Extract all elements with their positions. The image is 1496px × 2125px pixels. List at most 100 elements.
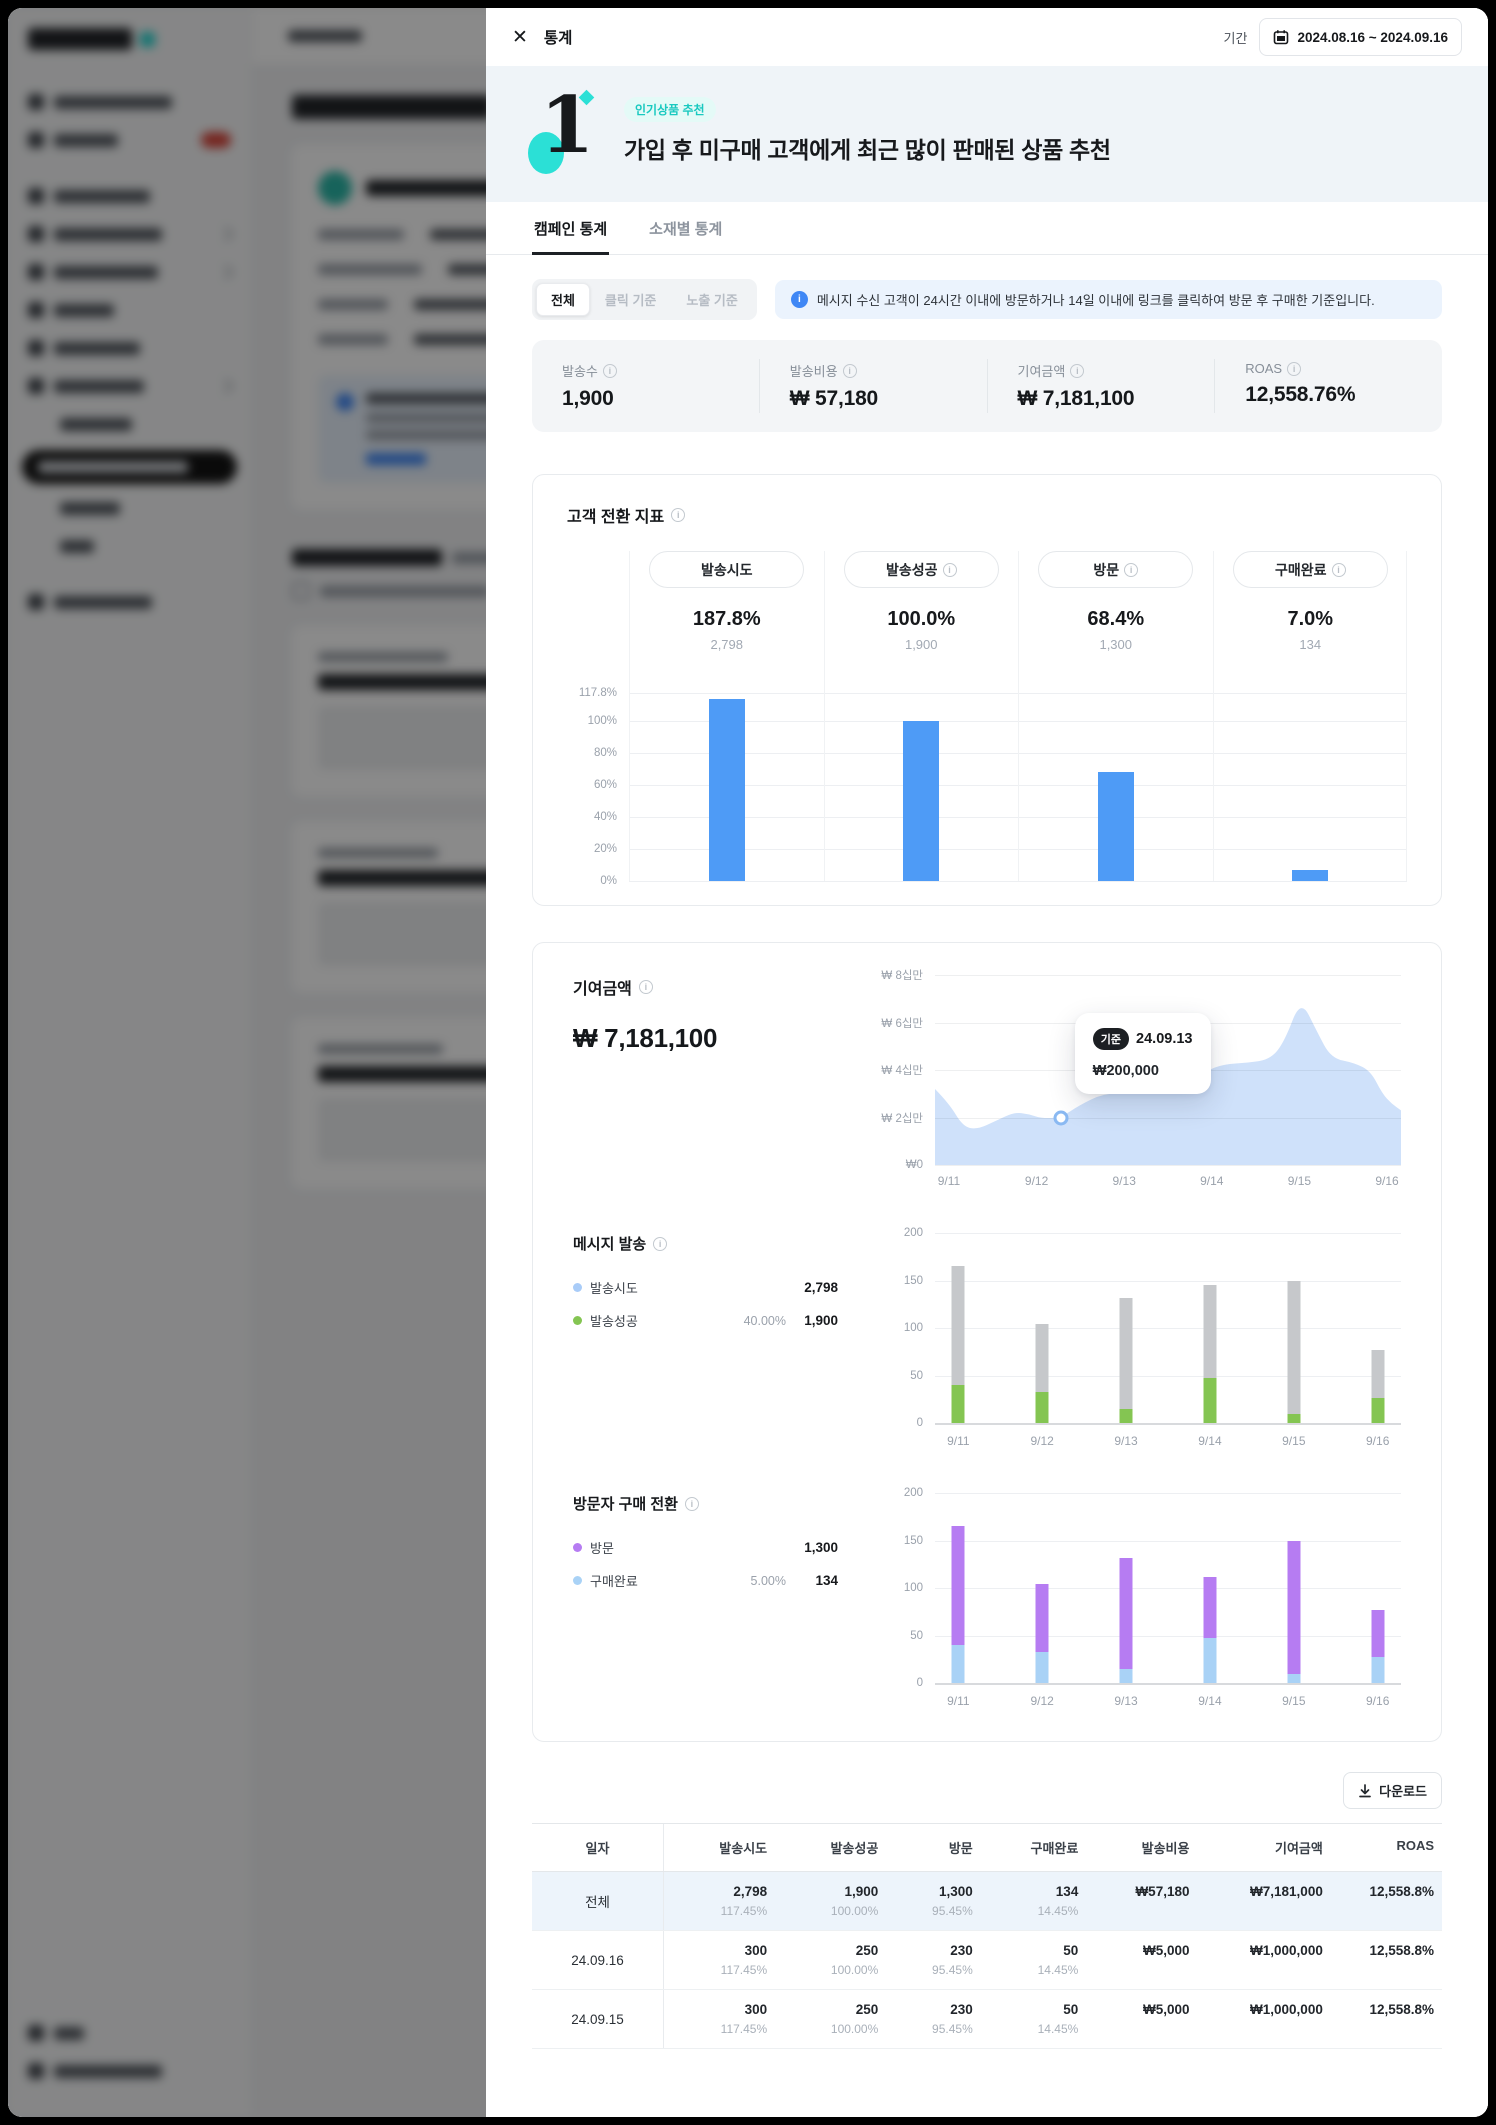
grid-line [935,975,1401,976]
stacked-bar-2 [1119,1557,1133,1683]
tab-0[interactable]: 캠페인 통계 [532,202,610,255]
table-row-2[interactable]: 24.09.15 300 117.45% 250 100.00% 230 95.45% 50 1… [532,1990,1442,2049]
bar-bottom-segment [1119,1668,1133,1683]
notification-badge [201,132,231,148]
cell-value: 300 [744,2002,768,2017]
grid-line [935,1493,1401,1494]
sidebar-item-icon [28,94,44,110]
summary-metric-1: 발송비용 ₩ 57,180 [758,359,987,413]
metric-value: ₩ 7,181,100 [1017,387,1135,410]
sidebar-item [28,298,231,322]
metric-label: 발송수 [562,361,729,380]
legend-value: 1,300 [804,1540,838,1555]
sidebar-item-label [54,227,162,241]
bar-bottom-segment [1035,1651,1049,1683]
visitor-chart [935,1493,1401,1685]
sidebar [8,8,252,2117]
cell-sub-percent: 14.45% [1037,2022,1079,2036]
metric-label-text: 발송수 [562,364,598,379]
cell-sub-percent: 117.45% [720,1904,768,1918]
date-value: 전체 [585,1895,610,1910]
cell-value: 12,558.8% [1369,2002,1434,2017]
logo-mark-icon [140,31,155,47]
table-cell-date: 24.09.16 [532,1931,664,1989]
y-tick-label: 80% [593,747,617,760]
summary-metric-0: 발송수 1,900 [532,359,759,413]
table-row-1[interactable]: 24.09.16 300 117.45% 250 100.00% 230 95.45% 50 1… [532,1931,1442,1990]
cell-value: 134 [1055,1884,1079,1899]
x-tick-label: 9/12 [1024,1174,1049,1188]
legend-label: 구매완료 [590,1574,638,1589]
sidebar-item-label [54,303,114,317]
sidebar-item-icon [28,302,44,318]
date-value: 24.09.16 [571,1952,624,1968]
metric-label-text: ROAS [1245,361,1283,376]
stage-label: 발송시도 [700,561,753,578]
x-tick-label: 9/14 [1198,1694,1222,1708]
y-tick-label: 40% [593,811,617,824]
info-icon [842,363,857,378]
cell-value: ₩5,000 [1142,2002,1190,2017]
funnel-stage-chip: 발송시도 [649,551,805,588]
x-tick-label: 9/12 [1030,1434,1054,1448]
stacked-bar-2 [1119,1297,1133,1423]
filter-option-2[interactable]: 노출 기준 [686,293,738,308]
legend-value: 134 [815,1573,838,1588]
sidebar-item-label [60,501,120,515]
filter-option-1[interactable]: 클릭 기준 [604,293,657,308]
sidebar-item-label [54,95,172,109]
tooltip-date: 24.09.13 [1136,1031,1193,1047]
grid-line [935,1280,1401,1282]
table-cell: ₩7,181,000 [1197,1872,1330,1930]
sidebar-item [28,260,234,284]
sidebar-item-label [54,189,150,203]
sidebar-item-icon [28,2063,44,2079]
bar-bottom-segment [1203,1378,1217,1423]
cell-sub-percent: 100.00% [830,1963,879,1977]
metric-label-text: 발송비용 [789,364,838,379]
message-title: 메시지 발송 [573,1233,873,1254]
legend-label: 발송성공 [590,1314,638,1329]
x-tick-label: 9/13 [1114,1694,1138,1708]
channel-icon [318,171,352,205]
sidebar-item-label [60,417,132,431]
area-x-axis: 9/11 9/12 9/13 9/14 9/15 9/16 [935,1165,1401,1191]
sidebar-item-icon [28,188,44,204]
x-tick-label: 9/14 [1200,1174,1224,1188]
cell-value: 230 [950,1943,973,1958]
bar-top-segment [1287,1281,1301,1414]
legend-row-0: 발송시도 2,798 [573,1278,838,1297]
cell-value: 300 [744,1943,768,1958]
close-icon[interactable]: ✕ [512,26,528,48]
panel-title: 통계 [543,30,573,47]
y-tick-label: 200 [903,1487,923,1499]
download-button[interactable]: 다운로드 [1343,1772,1442,1809]
table-cell: 2,798 117.45% [664,1872,775,1930]
sidebar-item [28,590,231,614]
grid-line [935,1117,1401,1119]
sidebar-bottom-item [28,2021,231,2045]
table-header: 일자 발송시도 발송성공 방문 구매완료 발송비용 기여금액 ROAS [532,1823,1442,1872]
visitor-section: 방문자 구매 전환 방문 1,300 구매완료 5.00% 134 200 150 100 5… [573,1487,1401,1711]
metric-value: ₩ 57,180 [789,387,879,410]
tab-1[interactable]: 소재별 통계 [649,221,723,238]
sidebar-bottom-item [28,2059,231,2083]
sidebar-item-icon [28,2025,44,2041]
summary-metrics: 발송수 1,900 발송비용 ₩ 57,180 기여금액 ₩ 7,181,100 ROAS 1… [532,340,1442,432]
modal-dim-overlay [8,8,486,2117]
funnel-column-2: 방문 68.4% 1,300 [1018,551,1213,881]
table-row-0[interactable]: 전체 2,798 117.45% 1,900 100.00% 1,300 95.45% 134… [532,1872,1442,1931]
campaign-header: 1 인기상품 추천 가입 후 미구매 고객에게 최근 많이 판매된 상품 추천 [486,66,1488,202]
bar-top-segment [951,1266,965,1385]
cell-sub-percent: 14.45% [1037,1904,1079,1918]
y-tick-label: 20% [593,843,617,856]
funnel-column-3: 구매완료 7.0% 134 [1212,551,1408,881]
bar-bottom-segment [1287,1413,1301,1423]
cell-sub-percent: 117.45% [720,1963,768,1977]
date-range-picker[interactable]: 2024.08.16 ~ 2024.09.16 [1259,18,1462,56]
x-tick-label: 9/11 [947,1694,970,1708]
legend-row-1: 발송성공 40.00% 1,900 [573,1311,838,1330]
filter-option-0[interactable]: 전체 [536,283,590,316]
table-header-cell-1: 발송시도 [719,1841,768,1856]
x-tick-label: 9/16 [1366,1694,1390,1708]
